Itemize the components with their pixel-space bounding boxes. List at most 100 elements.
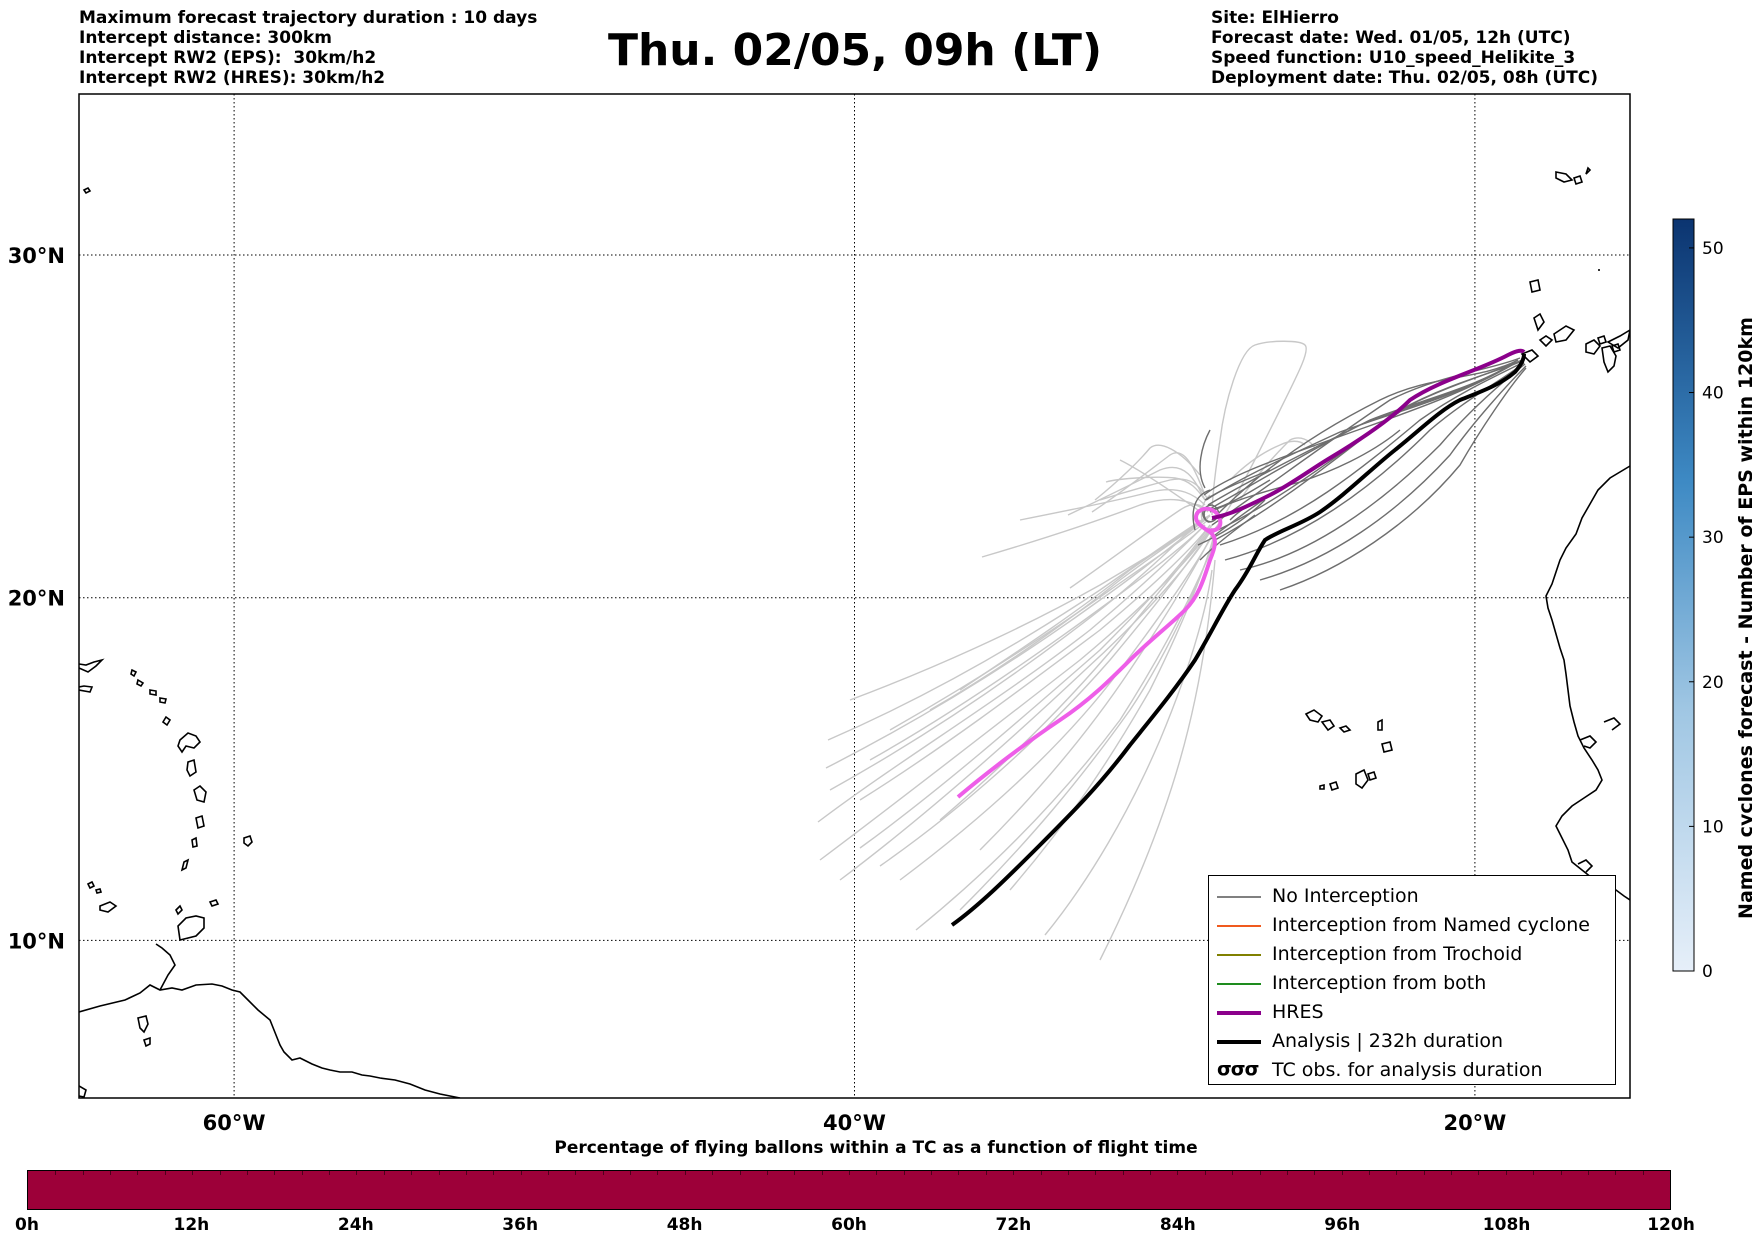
header-left-line: Maximum forecast trajectory duration : 1… (79, 8, 538, 28)
page-title: Thu. 02/05, 09h (LT) (607, 25, 1103, 76)
bar-minor-tick (1122, 1171, 1124, 1175)
eps-trajectory (827, 514, 1211, 741)
coast-cv-boa-vista (1381, 741, 1393, 753)
colorbar-tick-label: 30 (1702, 528, 1724, 548)
latitude-label: 30°N (8, 244, 65, 268)
eps-trajectory (1211, 357, 1521, 526)
eps-trajectory (1205, 363, 1513, 501)
eps-trajectory (1105, 476, 1206, 501)
bar-minor-tick (164, 1171, 166, 1175)
bar-tick-label: 60h (831, 1215, 867, 1235)
eps-trajectory (1219, 361, 1525, 546)
bar-tick-label: 108h (1482, 1215, 1531, 1235)
eps-trajectory (1044, 569, 1213, 936)
eps-trajectory (1099, 478, 1209, 501)
coast-grenadines (180, 858, 190, 872)
bar-minor-tick (1560, 1171, 1562, 1175)
coast-st-vincent (191, 836, 198, 848)
bar-minor-tick (794, 1171, 796, 1175)
legend-item: σσσ TC obs. for analysis duration (1209, 1058, 1615, 1084)
bar-tick-label: 36h (502, 1215, 539, 1235)
coast-morocco (1601, 345, 1617, 374)
bar-minor-tick (657, 1171, 659, 1175)
bar-minor-tick (1286, 1171, 1288, 1175)
bar-minor-tick (739, 1171, 741, 1175)
coast-africa-detail (1579, 735, 1598, 749)
coast-island (159, 697, 167, 704)
coast-st-lucia (195, 814, 205, 830)
header-right-info: Site: ElHierro Forecast date: Wed. 01/05… (1211, 8, 1598, 88)
bar-minor-tick (1150, 1171, 1152, 1175)
eps-trajectory (1067, 466, 1206, 516)
bar-minor-tick (1013, 1171, 1015, 1175)
coast-cv-santo-antao (1304, 709, 1324, 723)
colorbar-title-text: Named cyclones forecast - Number of EPS … (1735, 317, 1752, 919)
header-right-line: Deployment date: Thu. 02/05, 08h (UTC) (1211, 68, 1598, 88)
bar-minor-tick (1204, 1171, 1206, 1175)
bar-minor-tick (1423, 1171, 1425, 1175)
header-left-line: Intercept RW2 (EPS): 30km/h2 (79, 48, 377, 68)
eps-trajectory (825, 519, 1206, 769)
bar-minor-tick (876, 1171, 878, 1175)
coast-gran-canaria (1585, 339, 1602, 355)
coast-madeira (1572, 174, 1584, 186)
legend-item: HRES (1209, 1000, 1615, 1026)
bar-minor-tick (383, 1171, 385, 1175)
colorbar-tick-label: 0 (1702, 962, 1713, 982)
bar-minor-tick (493, 1171, 495, 1175)
bar-minor-tick (1259, 1171, 1261, 1175)
bar-minor-tick (219, 1171, 221, 1175)
bar-minor-tick (1505, 1171, 1507, 1175)
eps-trajectory (829, 519, 1201, 791)
bar-minor-tick (110, 1171, 112, 1175)
legend-label: HRES (1272, 1001, 1324, 1023)
eps-trajectory (1099, 559, 1216, 961)
bar-minor-tick (1533, 1171, 1535, 1175)
legend-line-swatch (1217, 896, 1261, 898)
header-left-line: Intercept RW2 (HRES): 30km/h2 (79, 68, 386, 88)
header-left-line: Intercept distance: 300km (79, 28, 332, 48)
longitude-label: 20°W (1443, 1111, 1506, 1135)
eps-trajectory (1203, 365, 1511, 496)
eps-trajectory (859, 524, 1211, 849)
coastlines (79, 166, 1630, 1098)
eps-trajectory (849, 519, 1206, 701)
coast-canary-island (1529, 279, 1541, 293)
bottom-bar-title: Percentage of flying ballons within a TC… (554, 1138, 1198, 1158)
eps-trajectory (1094, 444, 1201, 501)
bar-minor-tick (274, 1171, 276, 1175)
coast-island (161, 715, 172, 727)
legend-label: Interception from both (1272, 972, 1487, 994)
bar-minor-tick (246, 1171, 248, 1175)
coast-dominica (186, 758, 197, 778)
coast-island (142, 1036, 151, 1048)
coast-cv-maio (1366, 770, 1378, 782)
bar-tick-label: 120h (1647, 1215, 1695, 1235)
coast-hispaniola (79, 658, 105, 673)
eps-trajectory (899, 529, 1216, 881)
bar-minor-tick (1314, 1171, 1316, 1175)
bar-minor-tick (985, 1171, 987, 1175)
bar-tick-label: 24h (337, 1215, 374, 1235)
coast-madeira-ne (1555, 171, 1574, 183)
coast-paria (155, 943, 176, 991)
percentage-bar-ticks: 0h 12h 24h 36h 48h 60h 72h 84h 96h 108h 120h (15, 1215, 1695, 1235)
bar-minor-tick (1396, 1171, 1398, 1175)
coast-island (149, 689, 157, 696)
bar-minor-tick (329, 1171, 331, 1175)
eps-trajectory (859, 524, 1211, 801)
bar-minor-tick (684, 1171, 686, 1175)
coast-island (1596, 334, 1608, 346)
eps-trajectory (1200, 494, 1211, 521)
eps-trajectory (869, 524, 1206, 761)
analysis-trajectory (950, 353, 1526, 927)
eps-trajectory (1199, 514, 1256, 561)
bar-minor-tick (849, 1171, 850, 1175)
coast-martinique (193, 784, 207, 804)
coast-la-palma (1533, 312, 1545, 332)
coast-tobago (208, 899, 220, 907)
colorbar-tick-label: 10 (1702, 817, 1724, 837)
coast-cv-sao-vicente (1320, 719, 1336, 732)
eps-trajectory (959, 539, 1215, 911)
bar-tick-label: 84h (1159, 1215, 1196, 1235)
